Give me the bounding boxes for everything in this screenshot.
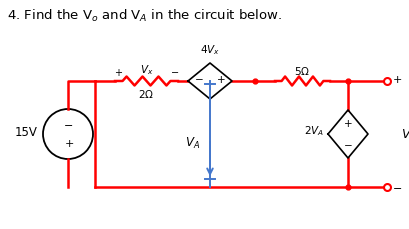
Text: −: − [64,120,74,131]
Text: $V_o$: $V_o$ [401,127,409,142]
Text: +: + [114,68,122,78]
Text: −: − [195,75,203,85]
Text: −: − [171,68,179,78]
Text: 15V: 15V [15,126,38,139]
Text: $V_A$: $V_A$ [185,135,200,150]
Text: +: + [344,118,352,128]
Text: +: + [217,75,225,85]
Text: −: − [344,140,353,150]
Text: 4$V_x$: 4$V_x$ [200,43,220,57]
Text: 2$V_A$: 2$V_A$ [304,124,324,137]
Text: +: + [64,138,74,148]
Text: 2$\Omega$: 2$\Omega$ [139,88,155,100]
Text: 5$\Omega$: 5$\Omega$ [294,65,310,77]
Text: +: + [393,75,402,85]
Text: −: − [393,183,402,193]
Text: 4. Find the V$_o$ and V$_A$ in the circuit below.: 4. Find the V$_o$ and V$_A$ in the circu… [7,8,282,24]
Text: $V_x$: $V_x$ [140,63,153,77]
